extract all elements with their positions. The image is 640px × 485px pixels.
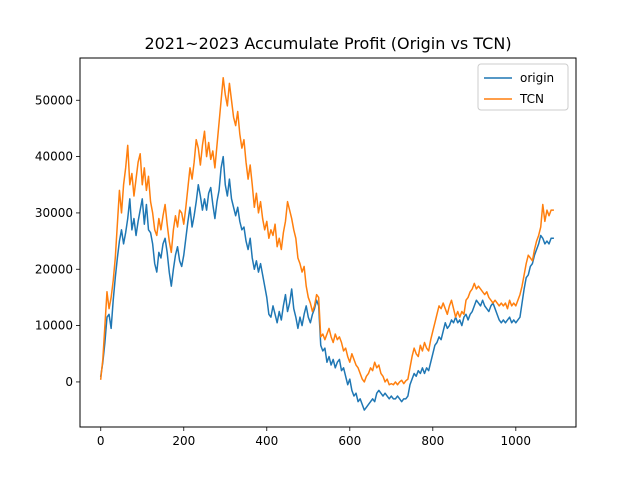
y-tick-label: 30000 — [35, 206, 73, 220]
series-line-tcn — [99, 76, 554, 386]
legend-label-tcn: TCN — [519, 92, 544, 106]
series-line-origin — [99, 155, 554, 411]
y-axis: 0 10000 20000 30000 40000 50000 — [35, 93, 80, 389]
y-tick-label: 40000 — [35, 150, 73, 164]
x-axis: 0 200 400 600 800 1000 — [97, 427, 531, 448]
y-tick-label: 10000 — [35, 319, 73, 333]
x-tick-label: 800 — [421, 434, 444, 448]
x-tick-label: 600 — [338, 434, 361, 448]
plot-lines — [99, 76, 554, 411]
x-tick-label: 400 — [255, 434, 278, 448]
x-tick-label: 200 — [172, 434, 195, 448]
y-tick-label: 50000 — [35, 93, 73, 107]
y-tick-label: 20000 — [35, 262, 73, 276]
legend-label-origin: origin — [520, 71, 554, 85]
chart-title: 2021~2023 Accumulate Profit (Origin vs T… — [144, 34, 511, 53]
y-tick-label: 0 — [65, 375, 73, 389]
x-tick-label: 0 — [97, 434, 105, 448]
legend: origin TCN — [477, 63, 569, 111]
x-tick-label: 1000 — [501, 434, 532, 448]
plot-area-frame — [79, 57, 577, 428]
